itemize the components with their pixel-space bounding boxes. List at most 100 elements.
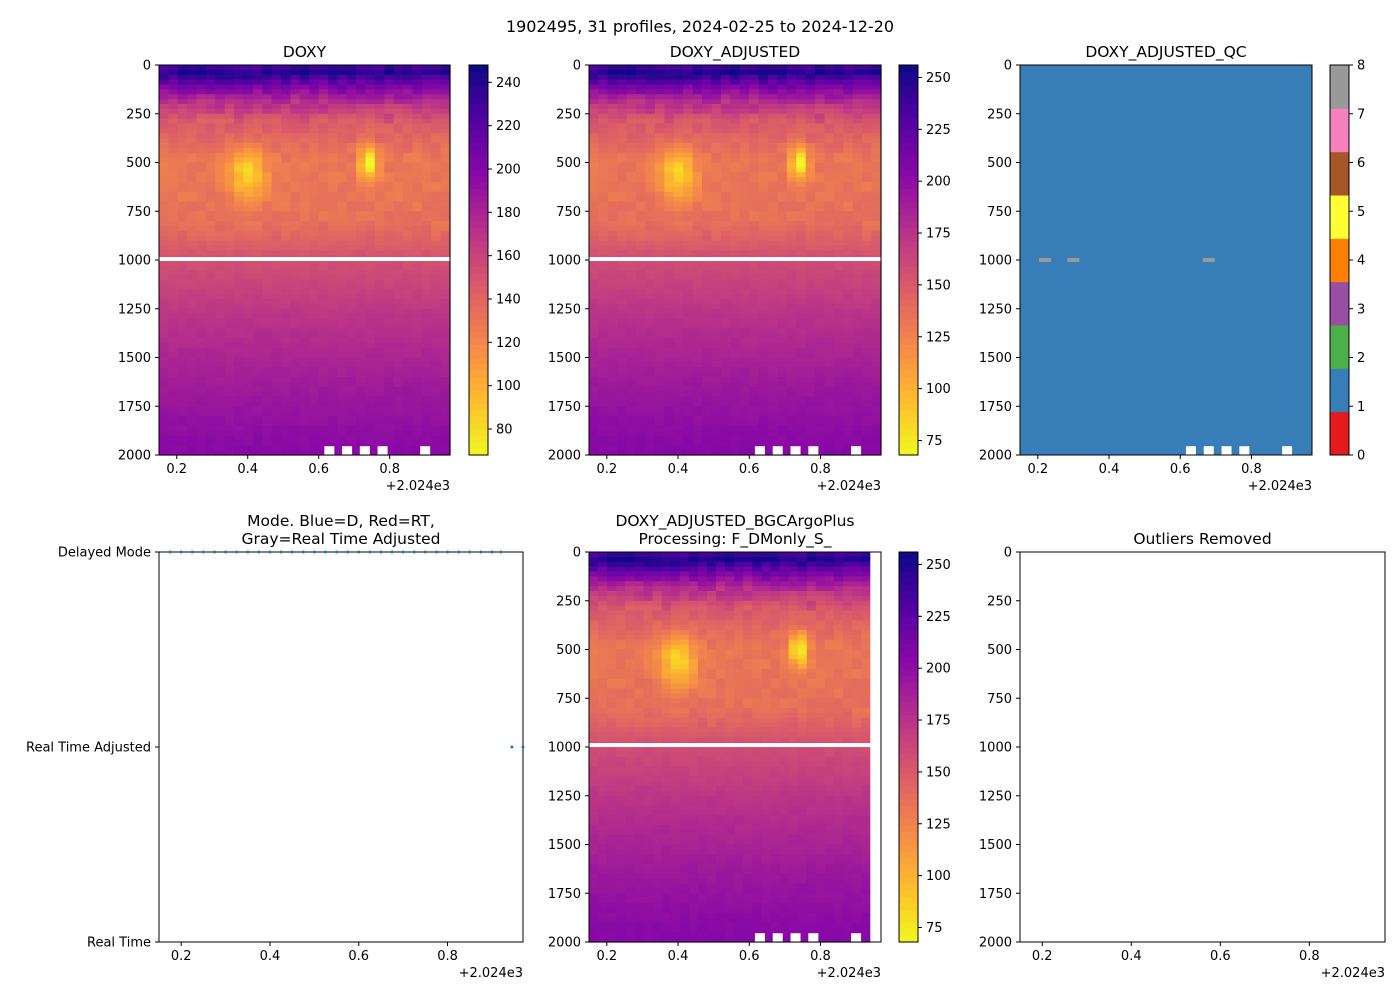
doxy_adjusted-heatmap-cell: [758, 221, 769, 227]
doxy-heatmap-cell: [384, 264, 395, 271]
doxy-heatmap-cell: [309, 201, 320, 207]
doxy_adjusted-heatmap-cell: [833, 143, 844, 149]
doxy-heatmap-cell: [440, 333, 451, 339]
doxy-heatmap-cell: [327, 318, 338, 324]
doxy_adjusted-heatmap-cell: [833, 425, 844, 432]
doxy_adjusted-heatmap-cell: [786, 357, 797, 363]
doxy_adjusted-heatmap-cell: [777, 191, 788, 198]
doxy_adjusted-heatmap-cell: [664, 245, 675, 251]
doxy-heatmap-cell: [403, 138, 414, 144]
doxy_adjusted-heatmap-cell: [824, 333, 835, 339]
doxy-heatmap-cell: [374, 299, 385, 305]
doxy_adjusted-heatmap-cell: [824, 167, 835, 173]
doxy-heatmap-cell: [384, 172, 395, 178]
doxy-heatmap-cell: [384, 108, 395, 115]
doxy-heatmap-cell: [356, 318, 367, 324]
doxy_adjusted-heatmap-cell: [777, 89, 788, 95]
doxy_adjusted-heatmap-cell: [645, 191, 656, 198]
doxy-heatmap-cell: [309, 313, 320, 320]
doxy_adjusted-heatmap-cell: [636, 69, 647, 76]
doxy-heatmap-cell: [299, 152, 310, 159]
doxy-heatmap-cell: [243, 294, 254, 300]
doxy-heatmap-cell: [374, 186, 385, 193]
doxy_adjusted-heatmap-cell: [862, 133, 873, 139]
doxy_adjusted-heatmap-cell: [711, 445, 722, 451]
doxy_adjusted-heatmap-cell: [673, 157, 684, 164]
doxy_adjusted-heatmap-cell: [626, 99, 637, 105]
doxy-heatmap-cell: [356, 386, 367, 393]
doxy_adjusted-heatmap-cell: [673, 113, 684, 120]
doxy-heatmap-cell: [403, 113, 414, 120]
doxy_adjusted-heatmap-cell: [786, 162, 797, 168]
doxy-heatmap-cell: [187, 186, 198, 193]
doxy-heatmap-cell: [299, 391, 310, 398]
doxy-heatmap-cell: [374, 206, 385, 212]
doxy-heatmap-cell: [159, 65, 169, 71]
doxy_adjusted-heatmap-cell: [617, 99, 628, 105]
doxy_adjusted-heatmap-cell: [805, 138, 816, 144]
doxy_adjusted-heatmap-cell: [852, 211, 863, 217]
doxy-heatmap-cell: [327, 240, 338, 246]
doxy_adjusted-heatmap-cell: [862, 264, 873, 271]
doxy-heatmap-cell: [309, 225, 320, 232]
doxy_adjusted-heatmap-cell: [824, 303, 835, 310]
doxy_adjusted-heatmap-cell: [654, 362, 665, 368]
doxy_adjusted-heatmap-cell: [702, 182, 713, 188]
doxy_adjusted-heatmap-cell: [711, 357, 722, 363]
doxy_adjusted-heatmap-cell: [692, 323, 703, 329]
doxy_adjusted-heatmap-cell: [739, 284, 750, 290]
doxy_adjusted-heatmap-cell: [598, 128, 609, 134]
doxy_adjusted-heatmap-cell: [767, 201, 778, 207]
doxy_adjusted-heatmap-cell: [636, 157, 647, 164]
doxy_adjusted-heatmap-cell: [843, 450, 854, 456]
doxy-heatmap-cell: [365, 342, 376, 349]
doxy-heatmap-cell: [431, 420, 442, 427]
doxy_adjusted-heatmap-cell: [607, 245, 618, 251]
doxy-heatmap-cell: [346, 79, 357, 86]
doxy-heatmap-cell: [318, 342, 329, 349]
doxy_adjusted-heatmap-cell: [711, 74, 722, 81]
doxy_adjusted-heatmap-cell: [692, 157, 703, 164]
doxy_adjusted-heatmap-cell: [777, 216, 788, 222]
doxy_adjusted-heatmap-cell: [636, 99, 647, 105]
doxy-heatmap-cell: [412, 143, 423, 149]
doxy_adjusted-heatmap-cell: [702, 108, 713, 115]
doxy-heatmap-cell: [374, 157, 385, 164]
doxy_adjusted-heatmap-cell: [636, 235, 647, 242]
doxy-heatmap-cell: [168, 269, 179, 276]
doxy_adjusted-heatmap-cell: [711, 318, 722, 324]
doxy-heatmap-cell: [177, 133, 188, 139]
doxy_adjusted-heatmap-cell: [664, 352, 675, 359]
doxy_adjusted-heatmap-cell: [833, 401, 844, 407]
doxy-heatmap-cell: [187, 211, 198, 217]
doxy-heatmap-cell: [262, 406, 273, 412]
doxy-heatmap-cell: [309, 65, 320, 71]
doxy-heatmap-cell: [224, 377, 235, 383]
doxy-heatmap-cell: [271, 391, 282, 398]
doxy_adjusted-heatmap-cell: [664, 299, 675, 305]
doxy_adjusted-heatmap-cell: [683, 65, 694, 71]
doxy_adjusted-heatmap-cell: [692, 401, 703, 407]
doxy-heatmap-cell: [309, 430, 320, 437]
doxy_adjusted-heatmap-cell: [739, 264, 750, 271]
doxy-heatmap-cell: [374, 294, 385, 300]
doxy_adjusted-heatmap-cell: [815, 138, 826, 144]
doxy-heatmap-cell: [374, 313, 385, 320]
doxy_adjusted-heatmap-cell: [862, 338, 873, 344]
doxy-heatmap-cell: [234, 250, 245, 256]
doxy_adjusted-heatmap-cell: [730, 411, 741, 417]
doxy_adjusted-heatmap-cell: [645, 420, 656, 427]
doxy_adjusted-heatmap-cell: [683, 299, 694, 305]
doxy_adjusted-heatmap-cell: [805, 182, 816, 188]
doxy_adjusted-heatmap-cell: [683, 138, 694, 144]
doxy-heatmap-cell: [271, 157, 282, 164]
doxy-heatmap-cell: [440, 323, 451, 329]
doxy-heatmap-cell: [318, 147, 329, 154]
doxy-heatmap-cell: [346, 318, 357, 324]
doxy_adjusted-heatmap-cell: [777, 284, 788, 290]
doxy_adjusted-heatmap-cell: [758, 318, 769, 324]
doxy-heatmap-cell: [196, 230, 207, 237]
doxy-heatmap-cell: [318, 411, 329, 417]
doxy-heatmap-cell: [374, 113, 385, 120]
doxy_adjusted-heatmap-cell: [683, 401, 694, 407]
